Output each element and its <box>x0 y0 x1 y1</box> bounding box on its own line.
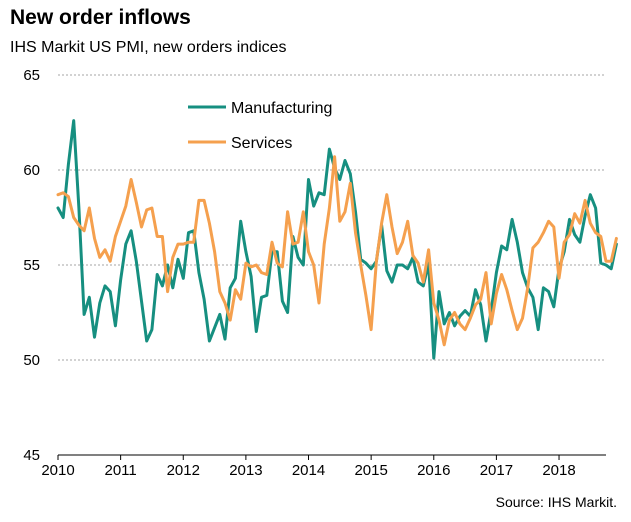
x-tick-label: 2011 <box>104 462 136 479</box>
y-axis-ticks: 45 50 55 60 65 <box>23 67 40 464</box>
y-tick-label: 65 <box>23 67 40 84</box>
chart-subtitle: IHS Markit US PMI, new orders indices <box>10 39 287 56</box>
series-line-services <box>56 155 618 347</box>
source-note: Source: IHS Markit. <box>495 494 617 510</box>
x-tick-label: 2018 <box>542 462 575 479</box>
y-tick-label: 50 <box>23 352 40 369</box>
x-tick-label: 2010 <box>41 462 74 479</box>
y-tick-label: 55 <box>23 257 40 274</box>
x-tick-label: 2015 <box>354 462 387 479</box>
x-axis-ticks: 2010 2011 2012 2013 2014 2015 2016 2017 2018 <box>41 454 606 479</box>
legend-label-services: Services <box>231 135 292 152</box>
chart-title: New order inflows <box>10 6 191 29</box>
y-tick-label: 45 <box>23 447 40 464</box>
y-tick-label: 60 <box>23 162 40 179</box>
legend-label-manufacturing: Manufacturing <box>231 100 332 117</box>
series-line-manufacturing <box>56 119 618 360</box>
series-lines <box>56 119 618 360</box>
x-tick-label: 2017 <box>480 462 513 479</box>
x-tick-label: 2014 <box>292 462 325 479</box>
chart-legend: Manufacturing Services <box>188 100 332 152</box>
x-tick-label: 2012 <box>167 462 200 479</box>
x-tick-label: 2013 <box>229 462 262 479</box>
x-tick-label: 2016 <box>417 462 450 479</box>
